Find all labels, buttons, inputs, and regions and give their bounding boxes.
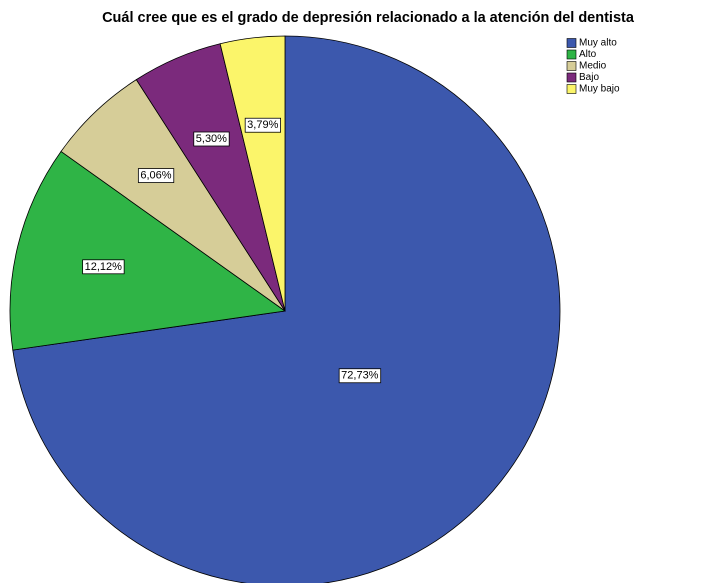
chart-title: Cuál cree que es el grado de depresión r… (102, 10, 635, 26)
data-label-box (82, 259, 125, 275)
legend-swatch (566, 38, 577, 48)
legend-label: Medio (579, 61, 607, 72)
data-label-box (193, 131, 230, 147)
data-label: 72,73% (341, 370, 379, 382)
data-label: 12,12% (85, 261, 123, 273)
legend-label: Bajo (579, 72, 599, 83)
legend-label: Alto (579, 49, 597, 60)
legend-swatch (566, 49, 577, 60)
data-label: 3,79% (247, 119, 278, 131)
legend-swatch (566, 84, 577, 94)
pie-slice (9, 150, 287, 351)
data-label-box (244, 117, 281, 133)
legend-label: Muy bajo (579, 84, 620, 95)
data-label: 5,30% (196, 133, 227, 145)
legend-swatch (566, 61, 577, 71)
data-label: 6,06% (140, 170, 171, 182)
pie-slice (12, 35, 561, 583)
pie-slice (219, 35, 286, 312)
data-label-box (137, 168, 175, 183)
legend-swatch (566, 72, 577, 83)
data-label-box (338, 368, 382, 384)
legend-label: Muy alto (579, 38, 617, 49)
